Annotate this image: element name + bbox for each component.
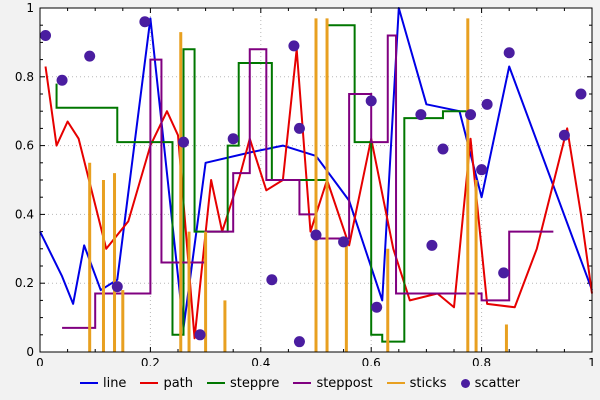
- legend-label: sticks: [409, 375, 447, 391]
- x-tick-label: 1: [588, 356, 596, 366]
- y-tick-label: 0.8: [15, 70, 34, 84]
- scatter-point: [84, 50, 96, 62]
- scatter-point: [415, 109, 427, 121]
- series-steppost: [62, 34, 554, 329]
- scatter-point: [293, 122, 305, 134]
- scatter-point: [503, 47, 515, 59]
- legend-item-scatter: scatter: [460, 375, 521, 391]
- scatter-point: [178, 136, 190, 148]
- scatter-point: [437, 143, 449, 155]
- legend-line-swatch: [140, 382, 159, 384]
- y-tick-label: 0.4: [15, 207, 34, 221]
- legend-item-line: line: [79, 375, 127, 391]
- legend-line-swatch: [386, 382, 405, 384]
- series-steppre: [55, 24, 471, 343]
- scatter-point: [288, 40, 300, 52]
- legend-label: path: [163, 375, 193, 391]
- plot-canvas[interactable]: 0 0.2 0.4 0.6 0.8 1 0 0.2 0.4 0.6 0.8 1: [0, 0, 600, 366]
- legend-item-steppost: steppost: [293, 375, 373, 391]
- legend-label: steppost: [316, 375, 373, 391]
- legend-item-steppre: steppre: [207, 377, 279, 390]
- scatter-point: [476, 164, 488, 176]
- scatter-point: [293, 336, 305, 348]
- scatter-point: [56, 74, 68, 86]
- chart-legend: line path steppre steppost sticks scatter: [0, 366, 600, 400]
- scatter-point: [40, 30, 52, 42]
- legend-label: line: [102, 375, 127, 391]
- legend-label: steppre: [230, 375, 280, 391]
- scatter-point: [338, 236, 350, 248]
- x-tick-label: 0.8: [472, 356, 491, 366]
- scatter-point: [266, 274, 278, 286]
- legend-dot-swatch: [460, 378, 470, 388]
- legend-item-sticks: sticks: [386, 375, 447, 391]
- plot-border: [39, 7, 593, 353]
- y-tick-label: 0.2: [15, 276, 34, 290]
- x-tick-label: 0.4: [251, 356, 270, 366]
- legend-label: scatter: [474, 375, 521, 391]
- x-tick-label: 0.6: [362, 356, 381, 366]
- legend-line-swatch: [207, 382, 225, 384]
- scatter-point: [575, 88, 587, 100]
- y-tick-label: 0: [26, 345, 34, 359]
- scatter-point: [194, 329, 206, 341]
- scatter-point: [310, 229, 322, 241]
- scatter-point: [498, 267, 510, 279]
- scatter-point: [481, 98, 493, 110]
- x-tick-label: 0.2: [141, 356, 160, 366]
- scatter-point: [111, 281, 123, 293]
- scatter-point: [371, 301, 383, 313]
- legend-item-path: path: [140, 377, 193, 390]
- scatter-point: [426, 239, 438, 251]
- x-tick-label: 0: [36, 356, 44, 366]
- legend-line-swatch: [79, 382, 98, 384]
- scatter-point: [558, 129, 570, 141]
- y-tick-label: 1: [26, 1, 34, 15]
- legend-line-swatch: [293, 382, 312, 384]
- scatter-point: [465, 109, 477, 121]
- scatter-point: [365, 95, 377, 107]
- series-path: [44, 48, 593, 340]
- y-tick-label: 0.6: [15, 139, 34, 153]
- scatter-point: [139, 16, 151, 28]
- scatter-point: [227, 133, 239, 145]
